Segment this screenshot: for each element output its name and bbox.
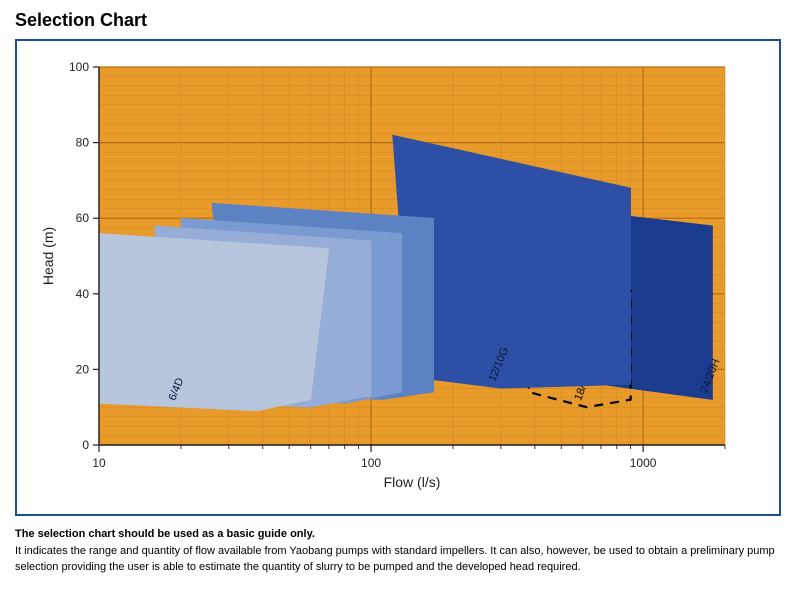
svg-text:20: 20 xyxy=(76,362,90,376)
chart-frame: 24/20H18/16G12/10G10/6F8/6E6/6E6/4D02040… xyxy=(15,39,781,516)
svg-text:1000: 1000 xyxy=(630,456,657,470)
footer-lead: The selection chart should be used as a … xyxy=(15,526,785,543)
svg-text:80: 80 xyxy=(76,136,90,150)
svg-text:Flow (l/s): Flow (l/s) xyxy=(384,474,441,490)
svg-text:100: 100 xyxy=(69,60,89,74)
svg-text:100: 100 xyxy=(361,456,381,470)
svg-text:0: 0 xyxy=(82,438,89,452)
svg-text:60: 60 xyxy=(76,211,90,225)
svg-text:Head (m): Head (m) xyxy=(40,227,56,285)
footer-body: It indicates the range and quantity of f… xyxy=(15,543,785,576)
footer-text: The selection chart should be used as a … xyxy=(15,516,785,576)
selection-chart: 24/20H18/16G12/10G10/6F8/6E6/6E6/4D02040… xyxy=(35,55,735,495)
svg-text:40: 40 xyxy=(76,287,90,301)
page-title: Selection Chart xyxy=(15,10,785,31)
svg-text:10: 10 xyxy=(92,456,106,470)
